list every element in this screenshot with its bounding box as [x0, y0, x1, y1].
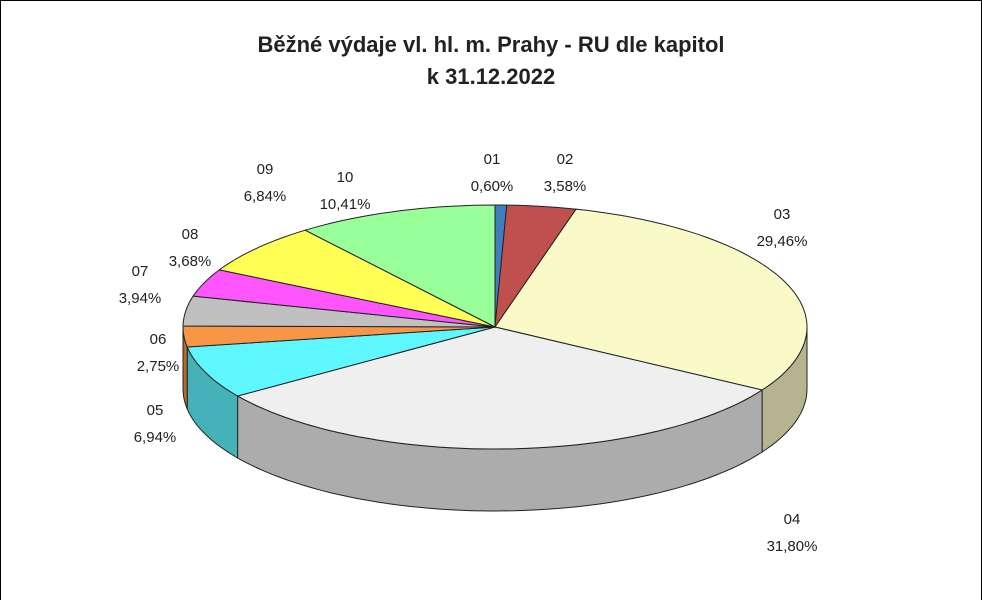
slice — [494, 204, 577, 329]
slice — [303, 204, 496, 328]
slice-label: 04 — [784, 511, 801, 528]
slice — [236, 326, 764, 450]
slice-value-label: 10,41% — [320, 196, 371, 213]
slice-value-label: 2,75% — [137, 358, 180, 375]
slice-label: 01 — [484, 151, 501, 168]
slice — [494, 208, 808, 391]
slice-label: 09 — [257, 161, 274, 178]
slice — [192, 269, 496, 328]
chart-title: Běžné výdaje vl. hl. m. Prahy - RU dle k… — [257, 32, 724, 57]
slice-value-label: 3,58% — [544, 178, 587, 195]
slice-value-label: 0,60% — [471, 178, 514, 195]
slice-value-label: 3,68% — [169, 253, 212, 270]
slice-label: 08 — [182, 226, 199, 243]
chart-subtitle: k 31.12.2022 — [427, 64, 555, 89]
pie-tops — [182, 204, 808, 450]
slice-label: 10 — [337, 169, 354, 186]
slice-label: 06 — [150, 331, 167, 348]
slice-value-label: 3,94% — [119, 290, 162, 307]
slice — [182, 325, 496, 348]
slice-label: 02 — [557, 151, 574, 168]
slice — [218, 229, 496, 328]
slice-label: 03 — [774, 206, 791, 223]
slice-value-label: 6,84% — [244, 188, 287, 205]
slice-value-label: 31,80% — [767, 538, 818, 555]
slice-label: 05 — [147, 402, 164, 419]
slice-label: 07 — [132, 263, 149, 280]
slice — [186, 326, 496, 397]
slice-value-label: 6,94% — [134, 429, 177, 446]
slice-value-label: 29,46% — [757, 233, 808, 250]
